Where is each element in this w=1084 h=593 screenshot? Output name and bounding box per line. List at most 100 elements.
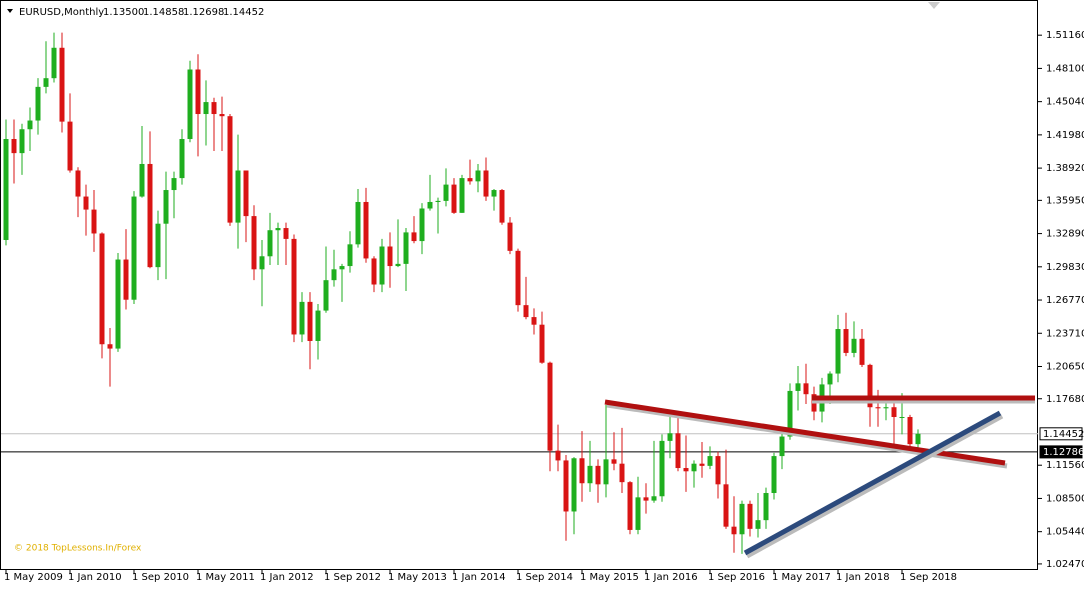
- candle-body: [323, 280, 329, 311]
- y-tick-label: 1.11560: [1046, 460, 1084, 471]
- candle-body: [867, 364, 873, 408]
- candle-body: [883, 407, 889, 409]
- candle-body: [483, 170, 489, 197]
- trendline-shadow: [606, 402, 1008, 469]
- y-tick-label: 1.08500: [1046, 493, 1084, 504]
- candle-body: [203, 102, 209, 115]
- symbol-title: EURUSD,Monthly: [19, 7, 104, 18]
- watermark: © 2018 TopLessons.In/Forex: [14, 544, 142, 554]
- candle-body: [59, 47, 65, 122]
- candle-body: [347, 244, 353, 267]
- y-tick-label: 1.35950: [1046, 195, 1084, 206]
- candle-body: [723, 484, 729, 527]
- candle-body: [675, 433, 681, 469]
- x-tick-label: 1 May 2013: [388, 572, 447, 583]
- candle-body: [299, 301, 305, 335]
- candle-body: [107, 344, 113, 349]
- candle-body: [91, 209, 97, 234]
- candle-body: [243, 170, 249, 217]
- y-tick-label: 1.45040: [1046, 97, 1084, 108]
- candle-body: [739, 503, 745, 535]
- candle-body: [395, 263, 401, 267]
- candle-body: [547, 362, 553, 451]
- candle-body: [507, 222, 513, 251]
- candle-body: [571, 458, 577, 512]
- candle-body: [75, 170, 81, 197]
- x-tick-label: 1 May 2011: [196, 572, 255, 583]
- candle-body: [555, 450, 561, 461]
- candle-body: [155, 223, 161, 268]
- candle-body: [795, 383, 801, 391]
- quote-low: 1.12698: [183, 7, 224, 18]
- y-tick-label: 1.41980: [1046, 130, 1084, 141]
- candle-body: [491, 190, 497, 197]
- x-tick-label: 1 Jan 2018: [836, 572, 890, 583]
- y-tick-label: 1.29830: [1046, 262, 1084, 273]
- y-tick-label: 1.48100: [1046, 63, 1084, 74]
- blue-trendline: [743, 410, 1002, 556]
- price-label-box: [1039, 427, 1083, 441]
- candle-body: [587, 465, 593, 484]
- candle-body: [19, 129, 25, 154]
- y-tick-label: 1.51160: [1046, 30, 1084, 41]
- x-tick-label: 1 May 2017: [772, 572, 831, 583]
- candle-body: [635, 497, 641, 530]
- menu-arrow: [7, 9, 13, 13]
- candle-body: [899, 416, 905, 418]
- candle-body: [283, 228, 289, 239]
- candle-body: [907, 416, 913, 445]
- candle-body: [291, 238, 297, 335]
- candle-body: [379, 246, 385, 285]
- y-tick-label: 1.32890: [1046, 229, 1084, 240]
- candle-body: [371, 258, 377, 285]
- candle-body: [835, 329, 841, 374]
- quote-open: 1.13500: [103, 7, 144, 18]
- candle-body: [915, 433, 921, 445]
- candle-body: [891, 407, 897, 417]
- candle-body: [747, 503, 753, 529]
- x-tick-label: 1 Jan 2012: [260, 572, 314, 583]
- candle-body: [595, 465, 601, 485]
- candle-body: [531, 317, 537, 325]
- candle-body: [475, 170, 481, 182]
- candle-body: [523, 305, 529, 318]
- trendlines: [604, 395, 1035, 559]
- candle-body: [467, 178, 473, 182]
- candle-body: [803, 383, 809, 395]
- candle-body: [611, 459, 617, 464]
- candle-body: [307, 301, 313, 341]
- candle-body: [35, 86, 41, 121]
- candle-body: [755, 520, 761, 529]
- candle-body: [27, 120, 33, 130]
- candle-body: [115, 259, 121, 349]
- x-tick-label: 1 Jan 2014: [452, 572, 506, 583]
- candle-body: [187, 69, 193, 139]
- candle-body: [315, 310, 321, 341]
- candle-body: [659, 440, 665, 497]
- candle-body: [139, 163, 145, 197]
- quote-high: 1.14858: [143, 7, 184, 18]
- candle-body: [211, 102, 217, 115]
- candle-body: [851, 338, 857, 353]
- candle-body: [275, 228, 281, 231]
- y-tick-label: 1.20650: [1046, 361, 1084, 372]
- candle-body: [259, 256, 265, 270]
- candle-body: [643, 497, 649, 501]
- candle-body: [683, 468, 689, 472]
- trendline-shadow: [745, 413, 1004, 559]
- candle-body: [363, 201, 369, 259]
- x-tick-label: 1 Sep 2018: [900, 572, 957, 583]
- candle-body: [51, 47, 57, 79]
- candle-body: [267, 230, 273, 257]
- candle-body: [859, 338, 865, 365]
- x-tick-label: 1 Sep 2016: [708, 572, 765, 583]
- candle-body: [779, 436, 785, 457]
- candle-body: [843, 329, 849, 353]
- y-tick-label: 1.17680: [1046, 394, 1084, 405]
- candle-body: [235, 170, 241, 223]
- candle-body: [603, 459, 609, 485]
- x-tick-label: 1 Sep 2010: [132, 572, 189, 583]
- candle-body: [563, 460, 569, 512]
- candle-body: [339, 266, 345, 270]
